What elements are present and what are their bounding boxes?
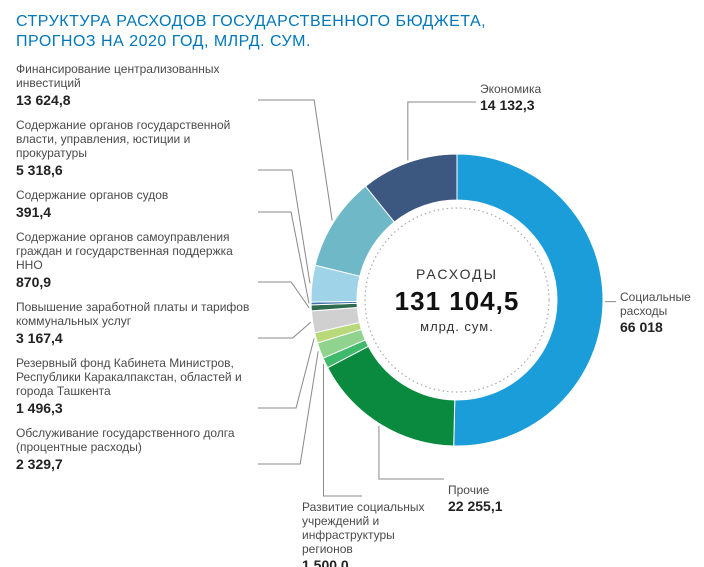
left-item-value: 5 318,6 <box>16 162 256 178</box>
callout-label: Прочие <box>448 483 503 497</box>
center-line1: РАСХОДЫ <box>377 266 537 282</box>
callout-value: 14 132,3 <box>480 98 541 113</box>
left-item-label: Резервный фонд Кабинета Министров, Респу… <box>16 356 256 398</box>
left-item: Содержание органов самоуправления гражда… <box>16 230 256 290</box>
leader-line <box>258 282 309 308</box>
callout-economy: Экономика 14 132,3 <box>480 82 541 113</box>
callout-label: Экономика <box>480 82 541 96</box>
left-item-label: Финансирование централизованных инвестиц… <box>16 62 256 90</box>
left-item-label: Содержание органов судов <box>16 188 256 202</box>
leader-line <box>258 100 332 221</box>
callout-social: Социальные расходы 66 018 <box>620 290 704 335</box>
callout-value: 1 500,0 <box>302 558 447 567</box>
left-item-value: 2 329,7 <box>16 456 256 472</box>
leader-line <box>258 322 311 338</box>
slice-other <box>328 346 455 446</box>
left-label-column: Финансирование централизованных инвестиц… <box>16 62 256 482</box>
callout-label: Развитие социальных учреждений и инфраст… <box>302 500 447 556</box>
callout-label: Социальные расходы <box>620 290 704 318</box>
callout-regions: Развитие социальных учреждений и инфраст… <box>302 500 447 567</box>
left-item-value: 391,4 <box>16 204 256 220</box>
callout-other: Прочие 22 255,1 <box>448 483 503 514</box>
leader-line <box>408 102 476 160</box>
left-item-label: Обслуживание государственного долга (про… <box>16 426 256 454</box>
left-item-value: 870,9 <box>16 274 256 290</box>
left-item: Обслуживание государственного долга (про… <box>16 426 256 472</box>
callout-value: 22 255,1 <box>448 499 503 514</box>
center-line2: 131 104,5 <box>377 286 537 317</box>
left-item-value: 13 624,8 <box>16 92 256 108</box>
left-item-value: 1 496,3 <box>16 400 256 416</box>
left-item: Резервный фонд Кабинета Министров, Респу… <box>16 356 256 416</box>
leader-line <box>258 338 314 408</box>
callout-value: 66 018 <box>620 320 704 335</box>
left-item-label: Повышение заработной платы и тарифов ком… <box>16 300 256 328</box>
left-item: Содержание органов судов 391,4 <box>16 188 256 220</box>
left-item-label: Содержание органов самоуправления гражда… <box>16 230 256 272</box>
left-item: Содержание органов государственной власт… <box>16 118 256 178</box>
left-item: Финансирование централизованных инвестиц… <box>16 62 256 108</box>
leader-line <box>258 212 309 304</box>
left-item-value: 3 167,4 <box>16 330 256 346</box>
left-item-label: Содержание органов государственной власт… <box>16 118 256 160</box>
left-item: Повышение заработной платы и тарифов ком… <box>16 300 256 346</box>
center-total: РАСХОДЫ 131 104,5 млрд. сум. <box>377 266 537 334</box>
center-line3: млрд. сум. <box>377 319 537 334</box>
